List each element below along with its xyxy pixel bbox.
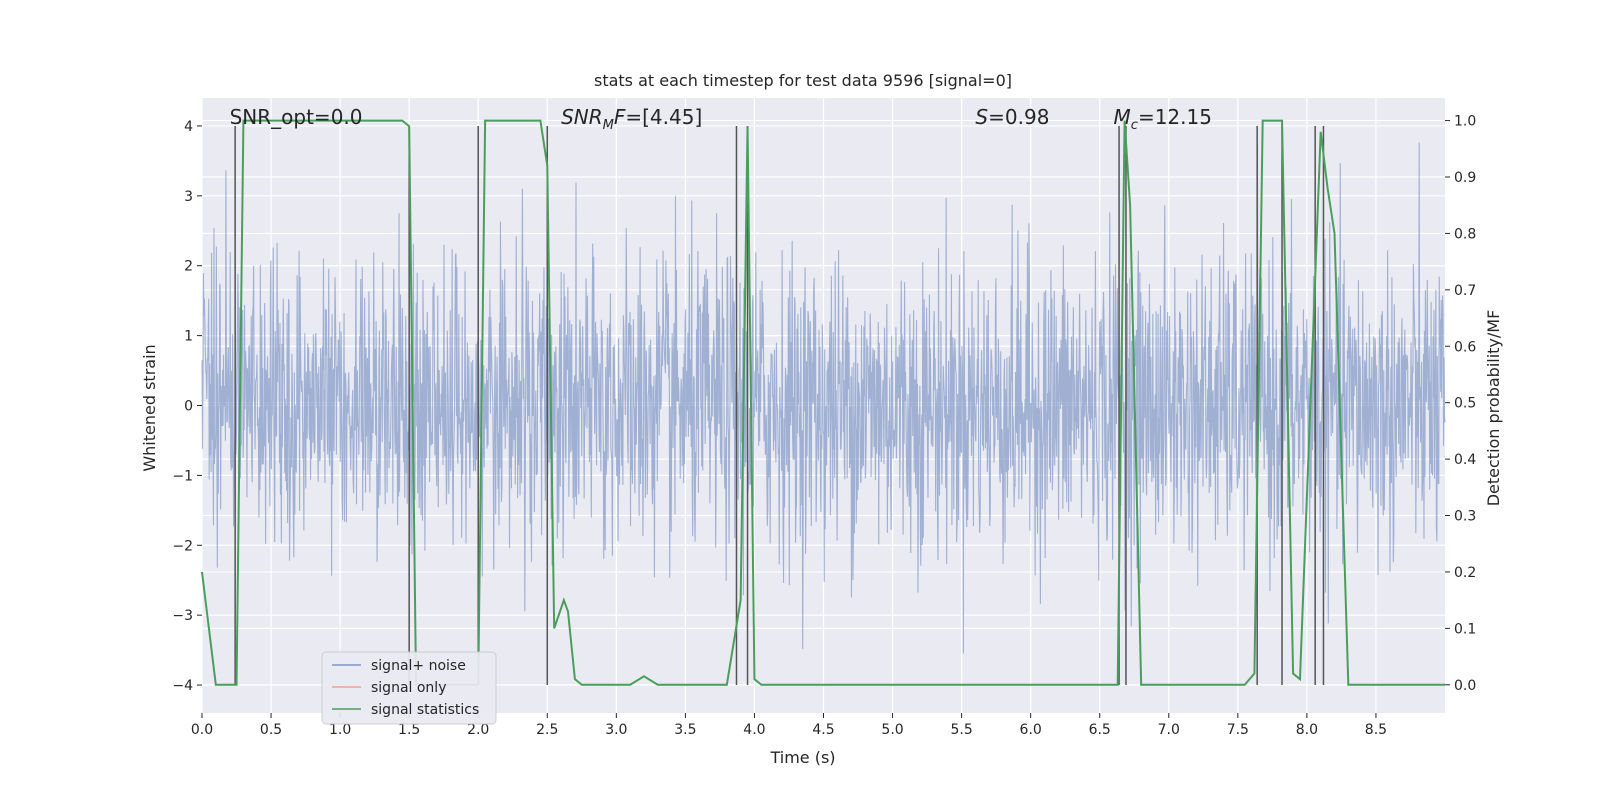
annotation-label: SNR_opt=0.0 [230,105,363,129]
x-tick-label: 8.0 [1296,722,1318,738]
y-right-tick-label: 0.2 [1454,565,1476,581]
legend: signal+ noise signal only signal statist… [321,651,497,725]
x-tick-label: 8.5 [1365,722,1387,738]
x-tick-label: 3.0 [605,722,627,738]
legend-label-signal-plus-noise: signal+ noise [371,658,466,674]
y-right-tick-label: 0.5 [1454,396,1476,412]
y-right-tick-label: 0.7 [1454,283,1476,299]
x-tick-label: 5.0 [881,722,903,738]
x-tick-label: 1.0 [329,722,351,738]
x-tick-label: 2.5 [536,722,558,738]
y-axis-right-ticks: 0.0 0.1 0.2 0.3 0.4 0.5 0.6 0.7 0.8 0.9 1.0 [1445,114,1476,694]
annotation-label: S=0.98 [975,105,1049,129]
x-axis-label: Time (s) [769,748,835,767]
y-left-tick-label: −2 [172,538,193,554]
legend-label-signal-only: signal only [371,680,446,696]
y-left-tick-label: 3 [184,189,193,205]
y-left-tick-label: −3 [172,608,193,624]
x-tick-label: 2.0 [467,722,489,738]
x-tick-label: 1.5 [398,722,420,738]
y-right-tick-label: 1.0 [1454,114,1476,130]
y-right-tick-label: 0.4 [1454,452,1476,468]
chart-title: stats at each timestep for test data 959… [594,71,1012,90]
y-right-tick-label: 0.1 [1454,621,1476,637]
x-tick-label: 3.5 [674,722,696,738]
x-tick-label: 7.0 [1158,722,1180,738]
y-axis-left-label: Whitened strain [140,344,159,471]
y-right-tick-label: 0.0 [1454,678,1476,694]
legend-label-signal-statistics: signal statistics [371,702,479,718]
y-left-tick-label: 2 [184,259,193,275]
annotation-label: Mc=12.15 [1114,105,1212,133]
y-left-tick-label: 1 [184,329,193,345]
x-tick-label: 5.5 [950,722,972,738]
annotations: SNR_opt=0.0 SNRMF=[4.45] S=0.98 Mc=12.15 [230,105,1212,133]
x-tick-label: 6.5 [1089,722,1111,738]
y-left-tick-label: −1 [172,468,193,484]
y-left-tick-label: 0 [184,399,193,415]
y-right-tick-label: 0.6 [1454,339,1476,355]
y-right-tick-label: 0.8 [1454,226,1476,242]
y-axis-right-label: Detection probability/MF [1484,310,1503,507]
x-tick-label: 0.5 [260,722,282,738]
x-tick-label: 4.0 [743,722,765,738]
y-left-tick-label: −4 [172,678,193,694]
legend-box [321,651,497,725]
annotation-label: SNRMF=[4.45] [561,105,702,133]
x-tick-label: 0.0 [191,722,213,738]
x-tick-label: 7.5 [1227,722,1249,738]
y-axis-left-ticks: −4 −3 −2 −1 0 1 2 3 4 [172,119,202,694]
y-right-tick-label: 0.3 [1454,509,1476,525]
x-tick-label: 4.5 [812,722,834,738]
y-right-tick-label: 0.9 [1454,170,1476,186]
x-axis-ticks: 0.0 0.5 1.0 1.5 2.0 2.5 3.0 3.5 4.0 4.5 5.0 5.5 6.0 6… [191,713,1387,738]
x-tick-label: 6.0 [1020,722,1042,738]
y-left-tick-label: 4 [184,119,193,135]
